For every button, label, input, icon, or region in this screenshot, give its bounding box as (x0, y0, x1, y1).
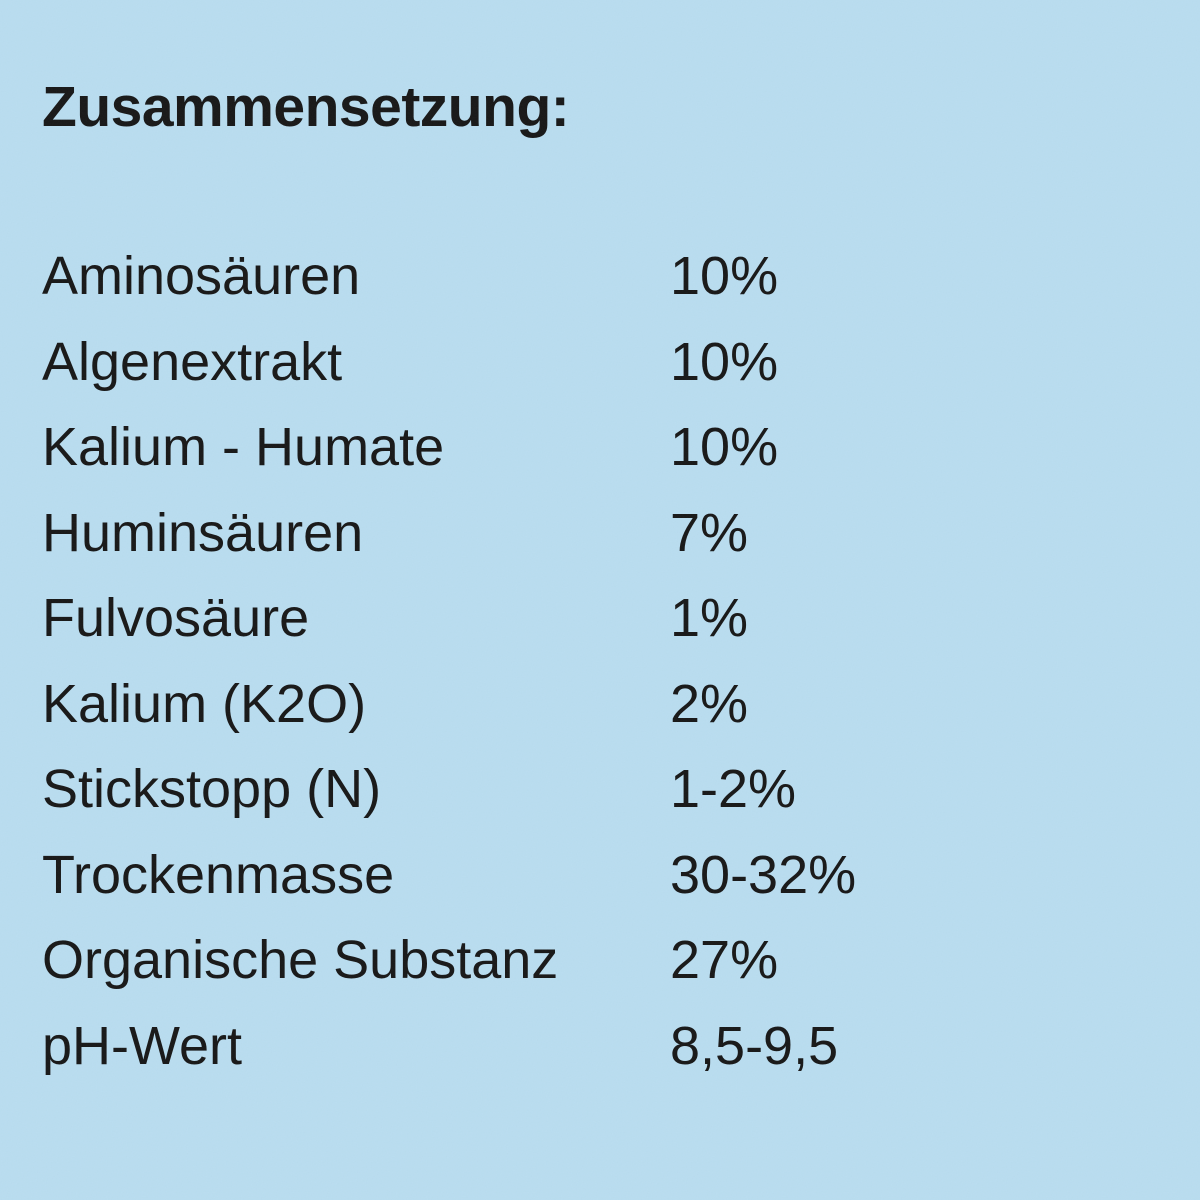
ingredient-name: pH-Wert (42, 1015, 243, 1076)
ingredient-value: 30-32% (670, 844, 857, 905)
composition-row: Trockenmasse 30-32% (42, 833, 1162, 919)
composition-row: Organische Substanz 27% (42, 918, 1162, 1004)
composition-row: Algenextrakt 10% (42, 320, 1162, 406)
ingredient-value: 1% (670, 588, 749, 648)
composition-row: Kalium (K2O) 2% (42, 662, 1162, 748)
ingredient-name: Fulvosäure (42, 588, 310, 648)
ingredient-value: 27% (670, 930, 779, 990)
ingredient-value: 10% (670, 417, 779, 477)
composition-row: Huminsäuren 7% (42, 491, 1162, 577)
composition-row: Fulvosäure 1% (42, 576, 1162, 662)
ingredient-value: 10% (670, 246, 779, 306)
ingredient-value: 8,5-9,5 (670, 1015, 839, 1076)
ingredient-name: Algenextrakt (42, 331, 343, 392)
ingredient-value: 2% (670, 673, 749, 734)
composition-row: Aminosäuren 10% (42, 234, 1162, 320)
ingredient-name: Kalium (K2O) (42, 673, 367, 734)
ingredient-value: 10% (670, 331, 779, 392)
composition-table: Aminosäuren 10% Algenextrakt 10% Kalium … (42, 234, 1162, 1089)
ingredient-name: Trockenmasse (42, 844, 395, 905)
ingredient-value: 7% (670, 502, 749, 563)
ingredient-name: Aminosäuren (42, 246, 361, 306)
composition-row: Stickstopp (N) 1-2% (42, 747, 1162, 833)
ingredient-name: Stickstopp (N) (42, 759, 382, 819)
composition-title: Zusammensetzung: (42, 75, 570, 139)
composition-row: Kalium - Humate 10% (42, 405, 1162, 491)
ingredient-name: Huminsäuren (42, 502, 364, 563)
ingredient-name: Kalium - Humate (42, 417, 445, 477)
composition-row: pH-Wert 8,5-9,5 (42, 1004, 1162, 1090)
ingredient-name: Organische Substanz (42, 930, 559, 990)
ingredient-value: 1-2% (670, 759, 797, 819)
